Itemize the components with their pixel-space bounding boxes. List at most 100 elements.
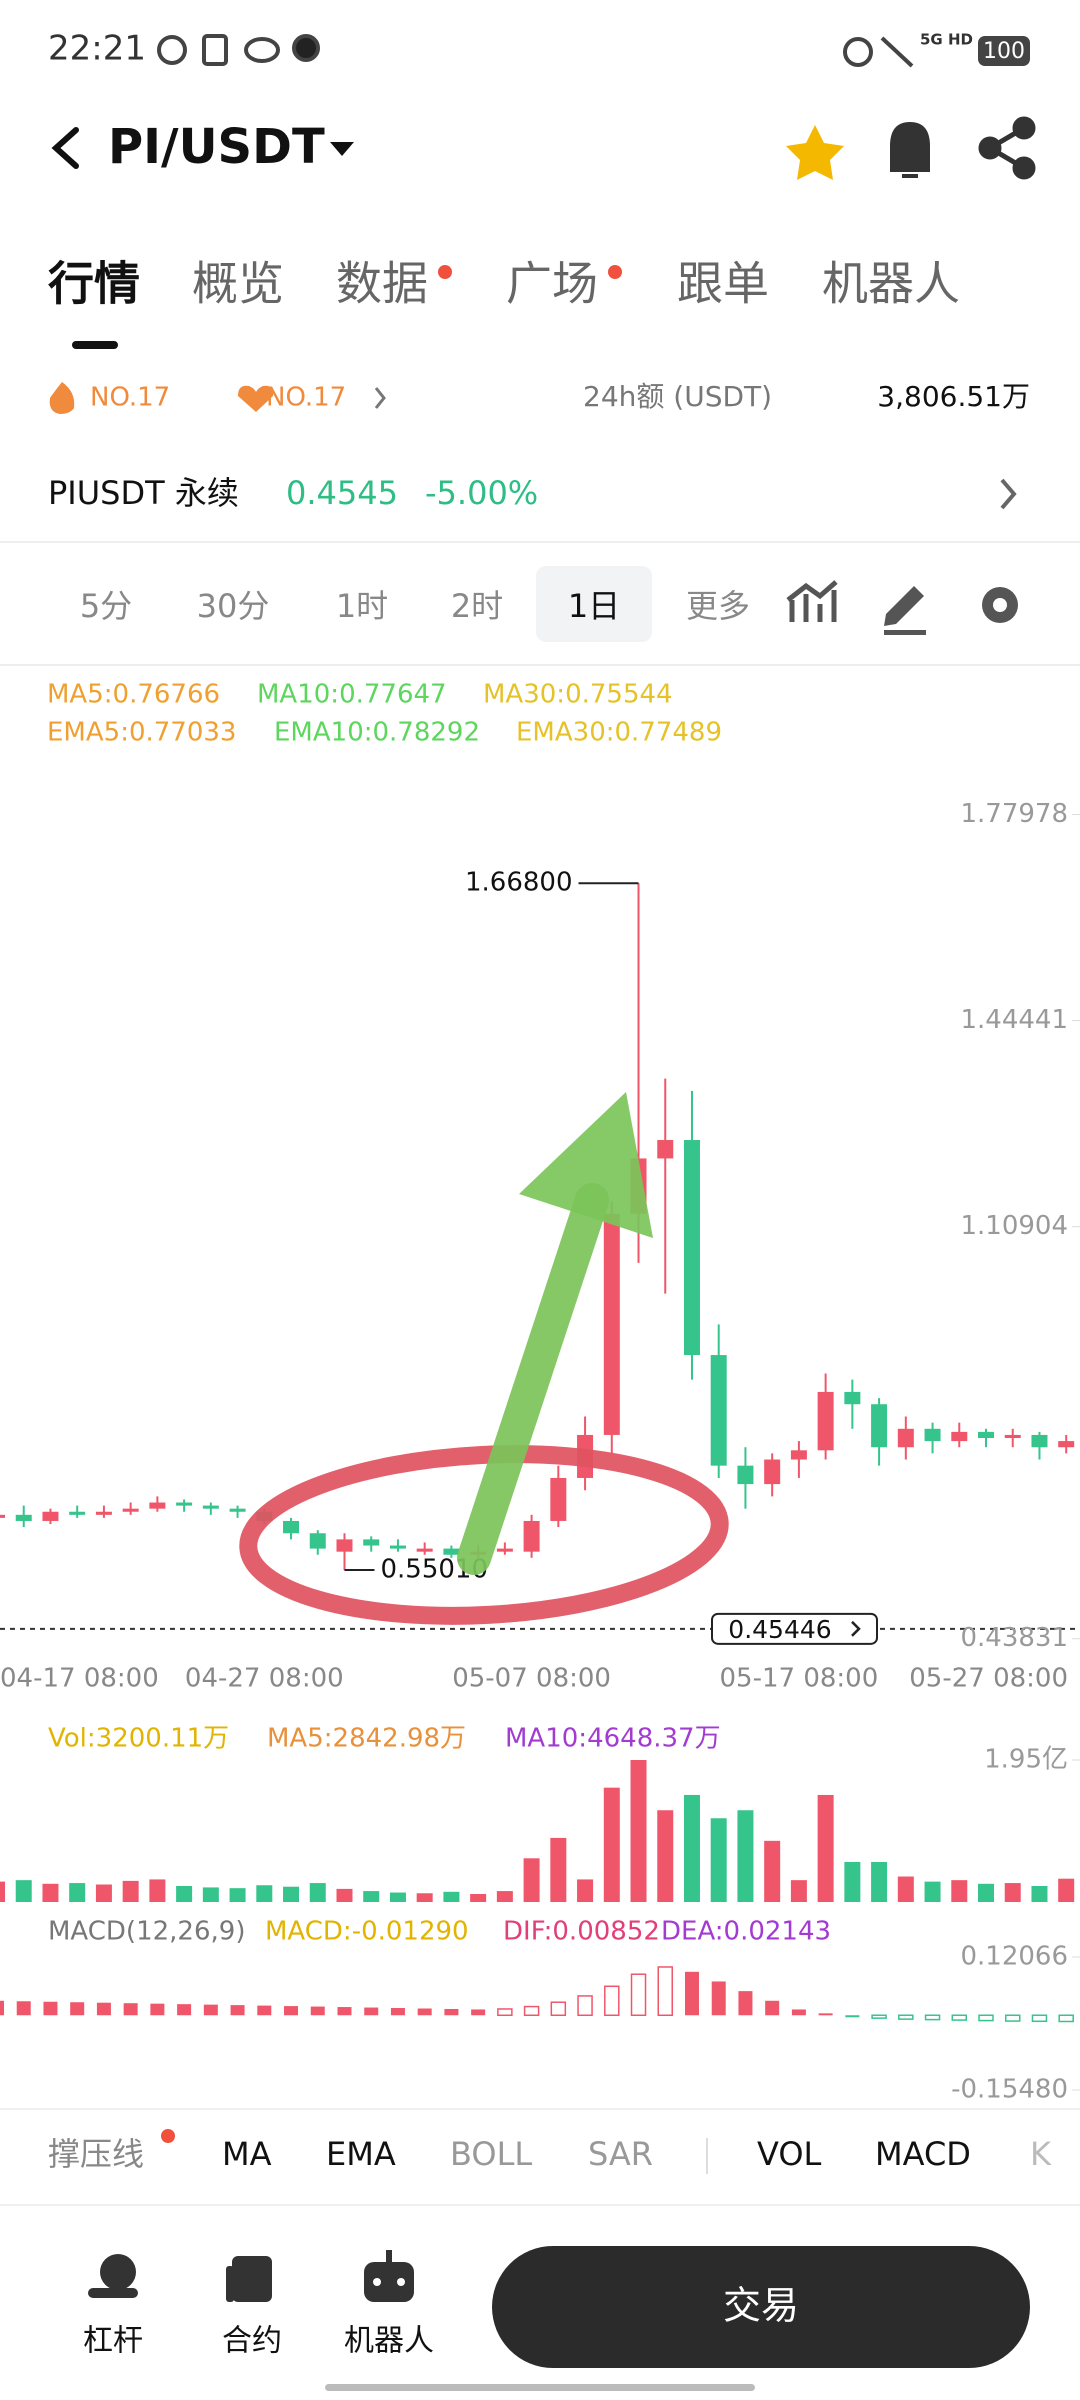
macd-bar <box>150 2003 165 2016</box>
tool[interactable]: 撑压线 <box>48 2135 144 2173</box>
interval[interactable]: 30分 <box>197 587 270 625</box>
interval[interactable]: 1时 <box>336 587 388 625</box>
nav-label[interactable]: 机器人 <box>344 2324 434 2359</box>
interval[interactable]: 1日 <box>568 587 620 625</box>
tool[interactable]: SAR <box>588 2135 653 2173</box>
interval[interactable]: 5分 <box>80 587 132 625</box>
high-label: 1.66800 <box>465 868 573 898</box>
macd-bar <box>123 2003 138 2016</box>
nav-icon[interactable] <box>88 2254 138 2298</box>
volume-bar <box>924 1881 941 1902</box>
volume-bar <box>577 1879 594 1902</box>
candle-body <box>149 1502 166 1509</box>
chevron[interactable] <box>374 387 386 409</box>
volume-bar <box>657 1810 674 1902</box>
separator <box>0 664 1080 666</box>
macd-bar <box>978 2014 994 2022</box>
nav-label[interactable]: 杠杆 <box>83 2324 143 2359</box>
volume-bar <box>416 1893 433 1902</box>
candle-body <box>389 1545 406 1549</box>
tool[interactable]: EMA <box>326 2135 396 2173</box>
panel-legend: DIF:0.00852 <box>503 1917 660 1947</box>
tab[interactable]: 数据 <box>336 257 428 311</box>
ma-legend: MA30:0.75544 <box>483 680 673 710</box>
favorite-star[interactable] <box>786 125 844 180</box>
macd-bar <box>1031 2014 1048 2023</box>
macd-bar <box>951 2014 968 2021</box>
settings-icon[interactable] <box>982 587 1018 623</box>
volume-bar <box>897 1876 914 1902</box>
tool[interactable]: MACD <box>875 2135 971 2173</box>
volume-bar <box>1058 1878 1075 1902</box>
candle-body <box>122 1508 139 1512</box>
macd-bar <box>523 2005 540 2017</box>
tool[interactable]: MA <box>222 2135 272 2173</box>
pair-title[interactable]: PI/USDT <box>108 119 325 175</box>
volume-bar <box>496 1891 513 1902</box>
perp-name[interactable]: PIUSDT 永续 <box>48 474 239 512</box>
candle-body <box>0 1514 5 1518</box>
tab[interactable]: 行情 <box>48 257 140 311</box>
volume-bar <box>363 1891 380 1902</box>
macd-bar <box>818 2013 833 2016</box>
pair-dropdown[interactable] <box>330 142 354 156</box>
tab[interactable]: 机器人 <box>822 257 960 311</box>
macd-bar <box>684 1971 699 2016</box>
volume-bar <box>309 1883 326 1902</box>
y-tick-label: 0.12066 <box>960 1942 1068 1972</box>
candle-body <box>1004 1434 1021 1439</box>
tab[interactable]: 跟单 <box>677 257 769 311</box>
y-tick-label: 1.77978 <box>960 799 1068 829</box>
volume-bar <box>683 1794 700 1902</box>
macd-bar <box>765 2000 780 2016</box>
separator <box>0 2108 1080 2110</box>
nav-label[interactable]: 合约 <box>222 2324 282 2359</box>
macd-bar <box>791 2009 806 2016</box>
panel-legend: MACD(12,26,9) <box>48 1917 245 1947</box>
back-button[interactable] <box>51 127 79 169</box>
macd-bar <box>96 2002 111 2016</box>
candle-body <box>523 1520 540 1552</box>
volume-bar <box>603 1787 620 1902</box>
like-icon <box>238 385 274 412</box>
tool-dot <box>161 2129 175 2143</box>
trade-button-label[interactable]: 交易 <box>723 2284 799 2328</box>
status-icons <box>157 34 914 68</box>
candle-body <box>229 1508 246 1512</box>
ema-legend: EMA5:0.77033 <box>47 718 236 748</box>
macd-bar <box>16 2001 31 2016</box>
panel-legend: MA10:4648.37万 <box>505 1724 721 1754</box>
tool[interactable]: K <box>1030 2135 1052 2173</box>
turnover-value: 3,806.51万 <box>877 380 1030 413</box>
trade-button[interactable] <box>492 2246 1030 2368</box>
macd-bar <box>845 2015 860 2018</box>
panel-legend: MA5:2842.98万 <box>267 1724 466 1754</box>
interval[interactable]: 更多 <box>686 587 750 625</box>
candle-body <box>176 1502 193 1506</box>
volume-bar <box>951 1880 968 1902</box>
alert-bell[interactable] <box>890 121 930 178</box>
nav-icon[interactable] <box>226 2256 272 2302</box>
volume-bar <box>256 1885 273 1902</box>
nav-icon[interactable] <box>364 2250 414 2302</box>
candle-body <box>657 1140 674 1159</box>
chevron[interactable] <box>1000 478 1017 510</box>
macd-bar <box>257 2005 272 2016</box>
macd-bar <box>711 1981 726 2016</box>
perp-change: -5.00% <box>425 474 538 512</box>
volume-bar <box>229 1888 246 1902</box>
tab[interactable]: 概览 <box>192 257 284 311</box>
volume-bar <box>42 1883 59 1902</box>
interval[interactable]: 2时 <box>451 587 503 625</box>
volume-bar <box>790 1880 807 1902</box>
tool[interactable]: VOL <box>757 2135 822 2173</box>
battery <box>978 36 1030 66</box>
candle-body <box>897 1428 914 1448</box>
indicator-icon[interactable] <box>786 580 838 622</box>
tool[interactable]: BOLL <box>450 2135 532 2173</box>
share-button[interactable] <box>978 116 1036 180</box>
x-tick-label: 04-27 08:00 <box>185 1664 344 1694</box>
tab[interactable]: 广场 <box>506 257 598 311</box>
candle-body <box>550 1477 567 1521</box>
draw-icon[interactable] <box>884 586 926 635</box>
